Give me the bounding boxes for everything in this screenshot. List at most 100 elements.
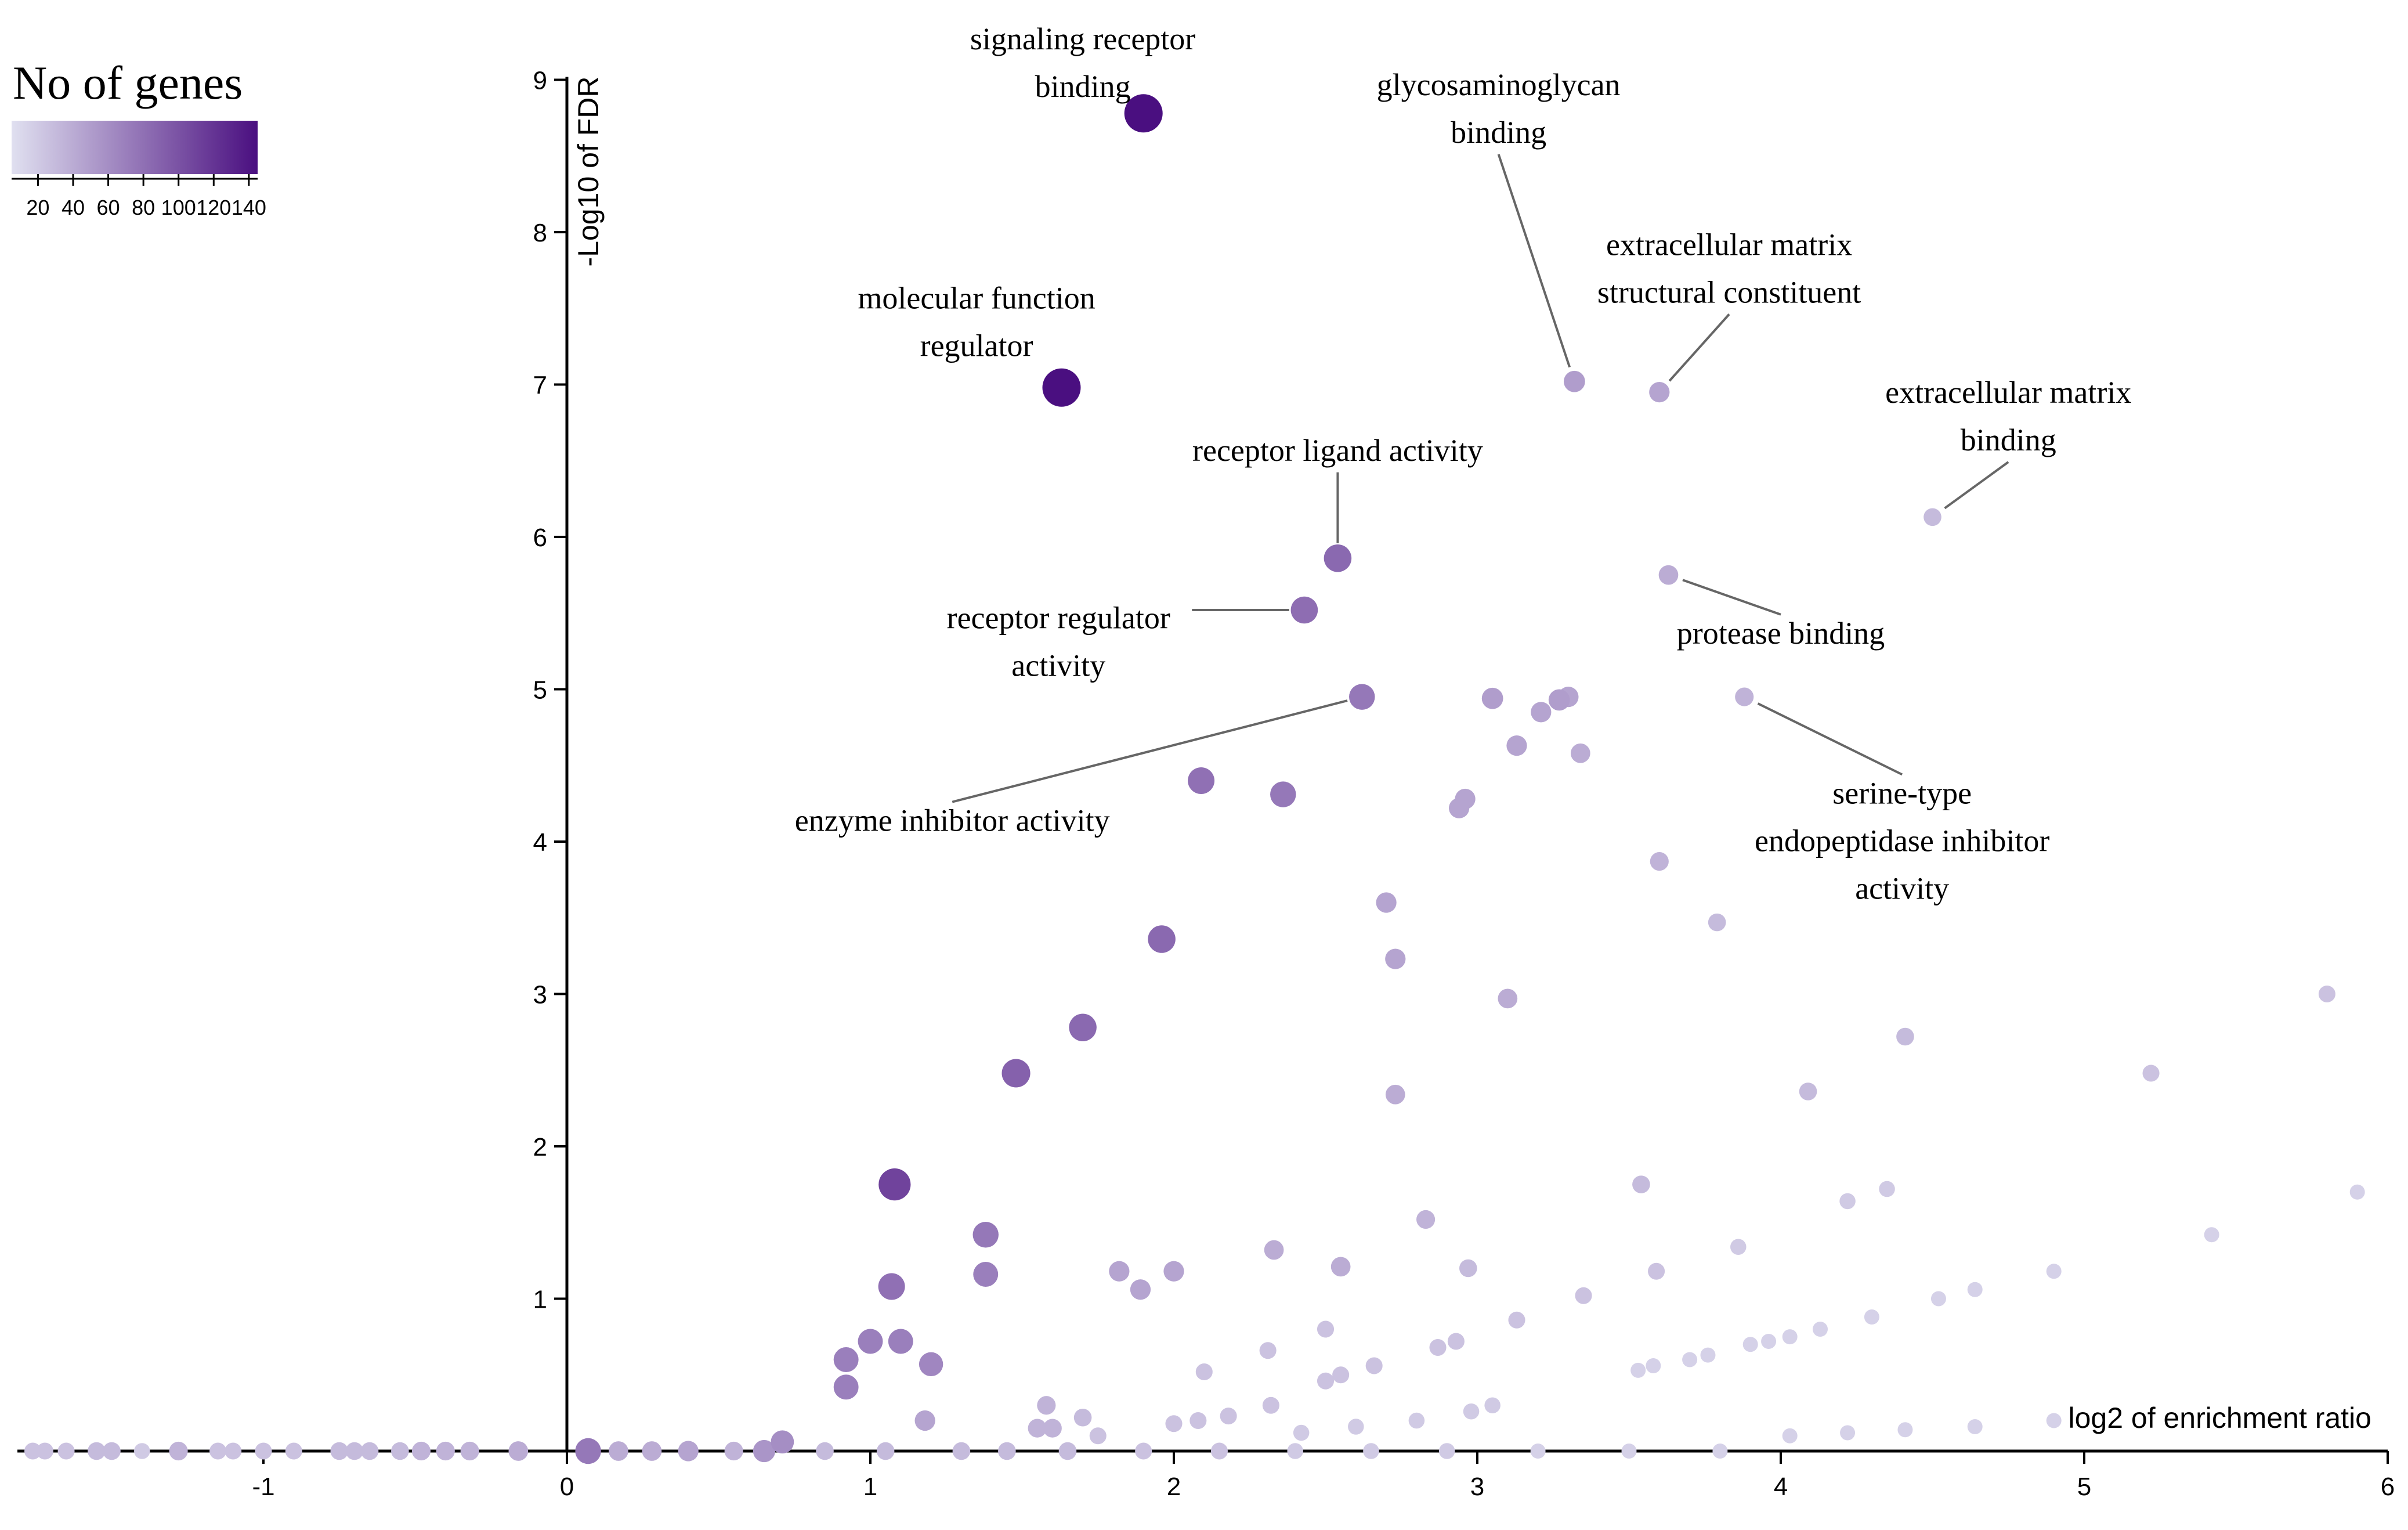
data-point bbox=[1548, 689, 1570, 711]
data-point bbox=[1270, 781, 1296, 807]
data-point bbox=[1839, 1193, 1856, 1210]
data-point bbox=[411, 1441, 431, 1461]
data-point bbox=[2142, 1064, 2160, 1082]
data-point bbox=[1376, 892, 1397, 913]
annotation-label: activity bbox=[1011, 648, 1105, 683]
data-point bbox=[1148, 925, 1176, 953]
data-point bbox=[1742, 1337, 1758, 1352]
data-point bbox=[1923, 508, 1941, 526]
data-point bbox=[724, 1441, 743, 1461]
data-point bbox=[1165, 1415, 1183, 1432]
x-tick-label: 0 bbox=[560, 1473, 574, 1501]
data-point bbox=[330, 1442, 349, 1460]
data-point bbox=[1864, 1309, 1879, 1325]
data-point bbox=[575, 1438, 601, 1464]
data-point bbox=[1349, 684, 1375, 710]
data-point bbox=[1700, 1347, 1716, 1363]
data-point bbox=[1408, 1412, 1425, 1429]
y-tick-label: 1 bbox=[533, 1286, 547, 1314]
annotation-label: binding bbox=[1961, 423, 2056, 457]
data-point bbox=[1089, 1427, 1107, 1445]
data-point bbox=[1330, 1257, 1351, 1277]
data-point bbox=[973, 1262, 999, 1287]
data-point bbox=[1506, 735, 1527, 756]
data-point bbox=[1416, 1210, 1436, 1229]
data-point bbox=[1632, 1175, 1650, 1193]
data-point bbox=[1712, 1444, 1728, 1459]
data-point bbox=[1042, 368, 1081, 407]
data-point bbox=[1363, 1443, 1379, 1459]
data-point bbox=[1130, 1279, 1151, 1300]
legend-tick-label: 80 bbox=[132, 196, 155, 219]
annotation-leader-line bbox=[952, 699, 1348, 803]
annotation-leaders bbox=[952, 154, 2009, 803]
y-tick-label: 8 bbox=[533, 219, 547, 247]
x-tick-label: -1 bbox=[252, 1473, 274, 1501]
annotation-label: binding bbox=[1451, 115, 1546, 150]
annotation-label: protease binding bbox=[1677, 616, 1885, 651]
data-point bbox=[1163, 1261, 1184, 1282]
data-point bbox=[1069, 1013, 1097, 1042]
annotation-label: extracellular matrix bbox=[1606, 227, 1852, 262]
annotation-label: glycosaminoglycan bbox=[1377, 67, 1621, 102]
y-tick-label: 2 bbox=[533, 1133, 547, 1161]
data-point bbox=[1332, 1366, 1350, 1384]
data-point bbox=[919, 1352, 943, 1377]
legend-gradient-bar bbox=[12, 121, 258, 174]
y-tick-label: 3 bbox=[533, 981, 547, 1009]
data-point bbox=[1028, 1419, 1047, 1438]
data-point bbox=[345, 1442, 364, 1460]
data-point bbox=[1708, 913, 1726, 932]
data-point bbox=[1897, 1422, 1913, 1438]
y-tick-label: 7 bbox=[533, 371, 547, 400]
annotation-leader-line bbox=[1757, 702, 1903, 776]
data-point bbox=[1287, 1443, 1303, 1459]
data-point bbox=[285, 1442, 302, 1460]
data-point bbox=[1682, 1352, 1698, 1367]
data-point bbox=[878, 1168, 911, 1201]
data-point bbox=[1259, 1342, 1277, 1359]
data-point bbox=[1365, 1357, 1383, 1374]
y-tick-label: 4 bbox=[533, 828, 547, 857]
data-point bbox=[1650, 852, 1669, 871]
data-point bbox=[2204, 1227, 2219, 1243]
annotation-label: molecular function bbox=[858, 280, 1095, 315]
data-point bbox=[360, 1442, 379, 1460]
data-point bbox=[1930, 1291, 1946, 1307]
x-axis-title: log2 of enrichment ratio bbox=[2068, 1402, 2371, 1434]
legend-tick-label: 140 bbox=[232, 196, 266, 219]
data-point bbox=[2046, 1413, 2062, 1428]
data-point bbox=[1484, 1397, 1501, 1414]
data-point bbox=[642, 1441, 662, 1461]
annotation-leader-line bbox=[1497, 154, 1571, 368]
data-point bbox=[1220, 1408, 1237, 1425]
data-point bbox=[1563, 370, 1585, 392]
data-point bbox=[771, 1430, 794, 1454]
data-point bbox=[858, 1329, 883, 1354]
data-point bbox=[1058, 1442, 1077, 1460]
data-point bbox=[1481, 687, 1503, 709]
data-point bbox=[1812, 1322, 1828, 1337]
data-point bbox=[1293, 1424, 1310, 1441]
data-point bbox=[914, 1410, 935, 1431]
data-point bbox=[1449, 798, 1470, 818]
data-point bbox=[1264, 1240, 1284, 1260]
data-point bbox=[24, 1442, 42, 1460]
data-point bbox=[209, 1442, 227, 1460]
data-point bbox=[1324, 544, 1352, 572]
data-point bbox=[1001, 1059, 1031, 1088]
data-point bbox=[816, 1442, 834, 1460]
data-point bbox=[1262, 1397, 1279, 1414]
y-axis-title: -Log10 of FDR bbox=[572, 77, 605, 267]
data-point bbox=[1658, 565, 1679, 585]
data-point bbox=[2318, 985, 2335, 1003]
data-point bbox=[952, 1442, 971, 1460]
data-point bbox=[1498, 988, 1518, 1009]
x-tick-label: 5 bbox=[2077, 1473, 2091, 1501]
data-point bbox=[1188, 767, 1215, 794]
data-point bbox=[2349, 1184, 2365, 1200]
x-tick-label: 2 bbox=[1167, 1473, 1181, 1501]
data-point bbox=[833, 1374, 859, 1400]
data-point bbox=[1073, 1408, 1092, 1427]
